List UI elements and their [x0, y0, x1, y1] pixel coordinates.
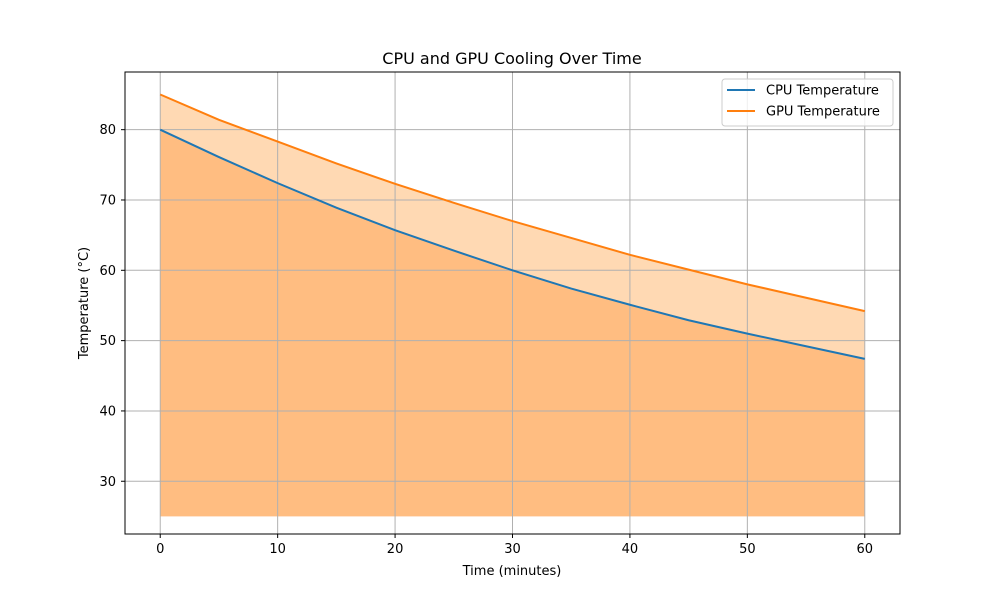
x-tick-label: 60 [856, 542, 873, 557]
legend-box [721, 78, 894, 127]
series-lines [159, 93, 865, 360]
x-tick-label: 0 [156, 542, 164, 557]
grid-lines [125, 72, 900, 534]
series-line-1 [159, 128, 865, 360]
legend-label-2: GPU Temperature [766, 105, 880, 120]
y-tick-label: 70 [99, 193, 116, 208]
y-axis-ticks: 30 40 50 60 70 80 [99, 123, 125, 490]
x-tick-label: 40 [622, 542, 639, 557]
x-tick-label: 30 [504, 542, 521, 557]
x-tick-label: 20 [387, 542, 404, 557]
series-line-2 [159, 93, 865, 313]
x-axis-label: Time (minutes) [462, 564, 562, 579]
y-tick-label: 60 [99, 264, 116, 279]
x-tick-label: 50 [739, 542, 756, 557]
y-tick-label: 80 [99, 123, 116, 138]
legend: CPU Temperature GPU Temperature [721, 78, 894, 127]
y-tick-label: 30 [99, 475, 116, 490]
y-tick-label: 50 [99, 334, 116, 349]
y-tick-label: 40 [99, 404, 116, 419]
legend-label-1: CPU Temperature [766, 84, 879, 99]
y-axis-label: Temperature (°C) [77, 247, 92, 360]
chart-title: CPU and GPU Cooling Over Time [382, 49, 641, 68]
x-axis-ticks: 0 10 20 30 40 50 60 [156, 534, 873, 557]
x-tick-label: 10 [269, 542, 286, 557]
